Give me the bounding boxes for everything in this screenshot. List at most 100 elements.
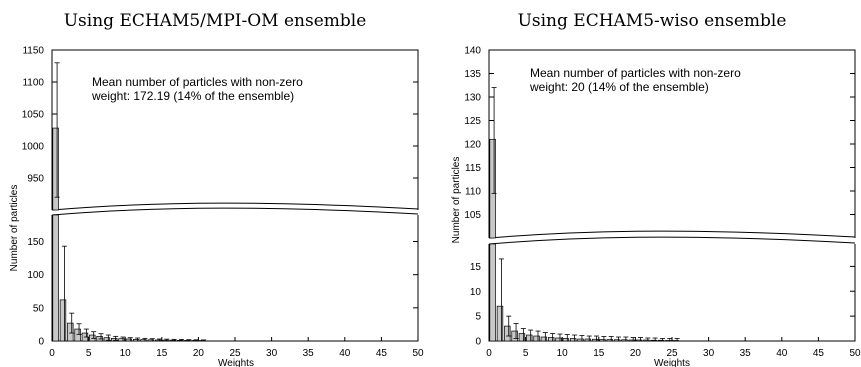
y-tick-label: 100	[27, 270, 44, 281]
bar	[504, 325, 511, 342]
bar	[103, 337, 111, 342]
x-tick-label: 5	[86, 348, 92, 359]
bar	[548, 337, 555, 342]
annotation-line-1: Mean number of particles with non-zero	[530, 66, 741, 80]
y-tick-label: 50	[33, 303, 45, 314]
bar	[650, 339, 657, 342]
plot-area-right: 105 110 115 120 125 130 135 140 0 5 10 15 0 5 10 15 20 25…	[464, 46, 861, 360]
bar	[540, 336, 548, 342]
x-tick-label: 15	[156, 348, 168, 359]
bar	[489, 243, 496, 342]
x-tick-label: 15	[593, 348, 605, 359]
axis-break-lower	[488, 236, 856, 245]
bar	[52, 214, 59, 342]
x-tick-label: 10	[120, 348, 132, 359]
bar	[533, 335, 540, 342]
bar	[665, 340, 672, 342]
plot-area-left: 950 1000 1050 1100 1150 0 50 100 150 0 5 10 15 20 25 30…	[22, 46, 424, 360]
x-tick-label: 30	[703, 348, 715, 359]
y-tick-label: 950	[27, 174, 44, 185]
bar	[184, 340, 191, 342]
y-axis-label: Number of particles	[9, 185, 20, 272]
axis-break-upper	[51, 202, 419, 211]
x-tick-label: 10	[557, 348, 569, 359]
y-tick-label: 150	[27, 237, 44, 248]
bar	[191, 340, 198, 342]
bar	[198, 340, 206, 342]
chart-title: Using ECHAM5-wiso ensemble	[518, 11, 787, 31]
annotation-line-2: weight: 172.19 (14% of the ensemble)	[91, 89, 294, 103]
x-tick-label: 40	[776, 348, 788, 359]
bar	[591, 338, 599, 342]
bar	[628, 339, 635, 342]
bar	[496, 305, 504, 342]
x-tick-label: 40	[339, 348, 351, 359]
x-tick-label: 25	[229, 348, 241, 359]
axis-break-lower	[51, 207, 419, 216]
chart-title: Using ECHAM5/MPI-OM ensemble	[64, 11, 367, 31]
annotation-line-1: Mean number of particles with non-zero	[92, 75, 303, 89]
bar	[169, 339, 176, 342]
lower-panel-frame	[51, 215, 419, 342]
x-tick-label: 35	[740, 348, 752, 359]
bar	[74, 328, 81, 342]
y-tick-label: 140	[464, 46, 481, 57]
bar	[643, 339, 650, 342]
x-tick-label: 45	[376, 348, 388, 359]
bar	[584, 338, 592, 342]
bar	[672, 340, 679, 342]
y-tick-label: 1000	[22, 142, 45, 153]
y-tick-label: 110	[465, 187, 481, 198]
bar	[518, 333, 526, 342]
y-tick-label: 10	[470, 287, 482, 298]
bar	[526, 334, 533, 342]
bar	[599, 339, 606, 342]
x-tick-label: 5	[523, 348, 529, 359]
x-axis-label: Weights	[654, 358, 690, 367]
bar	[613, 339, 621, 342]
bar	[162, 339, 169, 342]
axis-break-upper	[488, 230, 856, 239]
x-tick-label: 0	[49, 348, 55, 359]
bar	[59, 299, 67, 342]
x-tick-label: 50	[849, 348, 861, 359]
bar	[52, 127, 59, 211]
bar	[125, 338, 133, 342]
x-tick-label: 30	[266, 348, 278, 359]
chart-left: Using ECHAM5/MPI-OM ensemble Number of p…	[9, 11, 424, 367]
bar	[635, 339, 643, 342]
bar	[657, 339, 665, 342]
chart-right: Using ECHAM5-wiso ensemble Number of par…	[451, 11, 861, 367]
bar	[621, 339, 628, 342]
x-tick-label: 25	[666, 348, 678, 359]
bar	[154, 339, 162, 342]
bar	[577, 338, 584, 342]
bar	[606, 339, 613, 342]
bar	[489, 138, 496, 239]
bar	[555, 337, 562, 342]
annotation-line-2: weight: 20 (14% of the ensemble)	[529, 80, 709, 94]
bar	[118, 338, 125, 342]
y-tick-label: 125	[464, 116, 481, 127]
bar	[132, 338, 140, 342]
x-tick-label: 35	[303, 348, 315, 359]
x-tick-label: 50	[412, 348, 424, 359]
bar	[147, 339, 155, 342]
lower-panel-frame	[488, 244, 856, 342]
bar	[511, 330, 518, 342]
y-tick-label: 135	[464, 69, 481, 80]
bar	[111, 337, 118, 342]
y-tick-label: 15	[470, 262, 482, 273]
upper-panel-frame	[51, 49, 419, 210]
y-tick-label: 105	[464, 210, 481, 221]
x-tick-label: 45	[813, 348, 825, 359]
bar	[569, 338, 577, 342]
y-tick-label: 120	[464, 140, 481, 151]
x-axis-label: Weights	[218, 358, 254, 367]
y-tick-label: 1100	[22, 78, 44, 89]
y-tick-label: 5	[475, 312, 481, 323]
x-tick-label: 0	[486, 348, 492, 359]
y-tick-label: 1050	[22, 110, 45, 121]
y-tick-label: 0	[38, 337, 44, 348]
